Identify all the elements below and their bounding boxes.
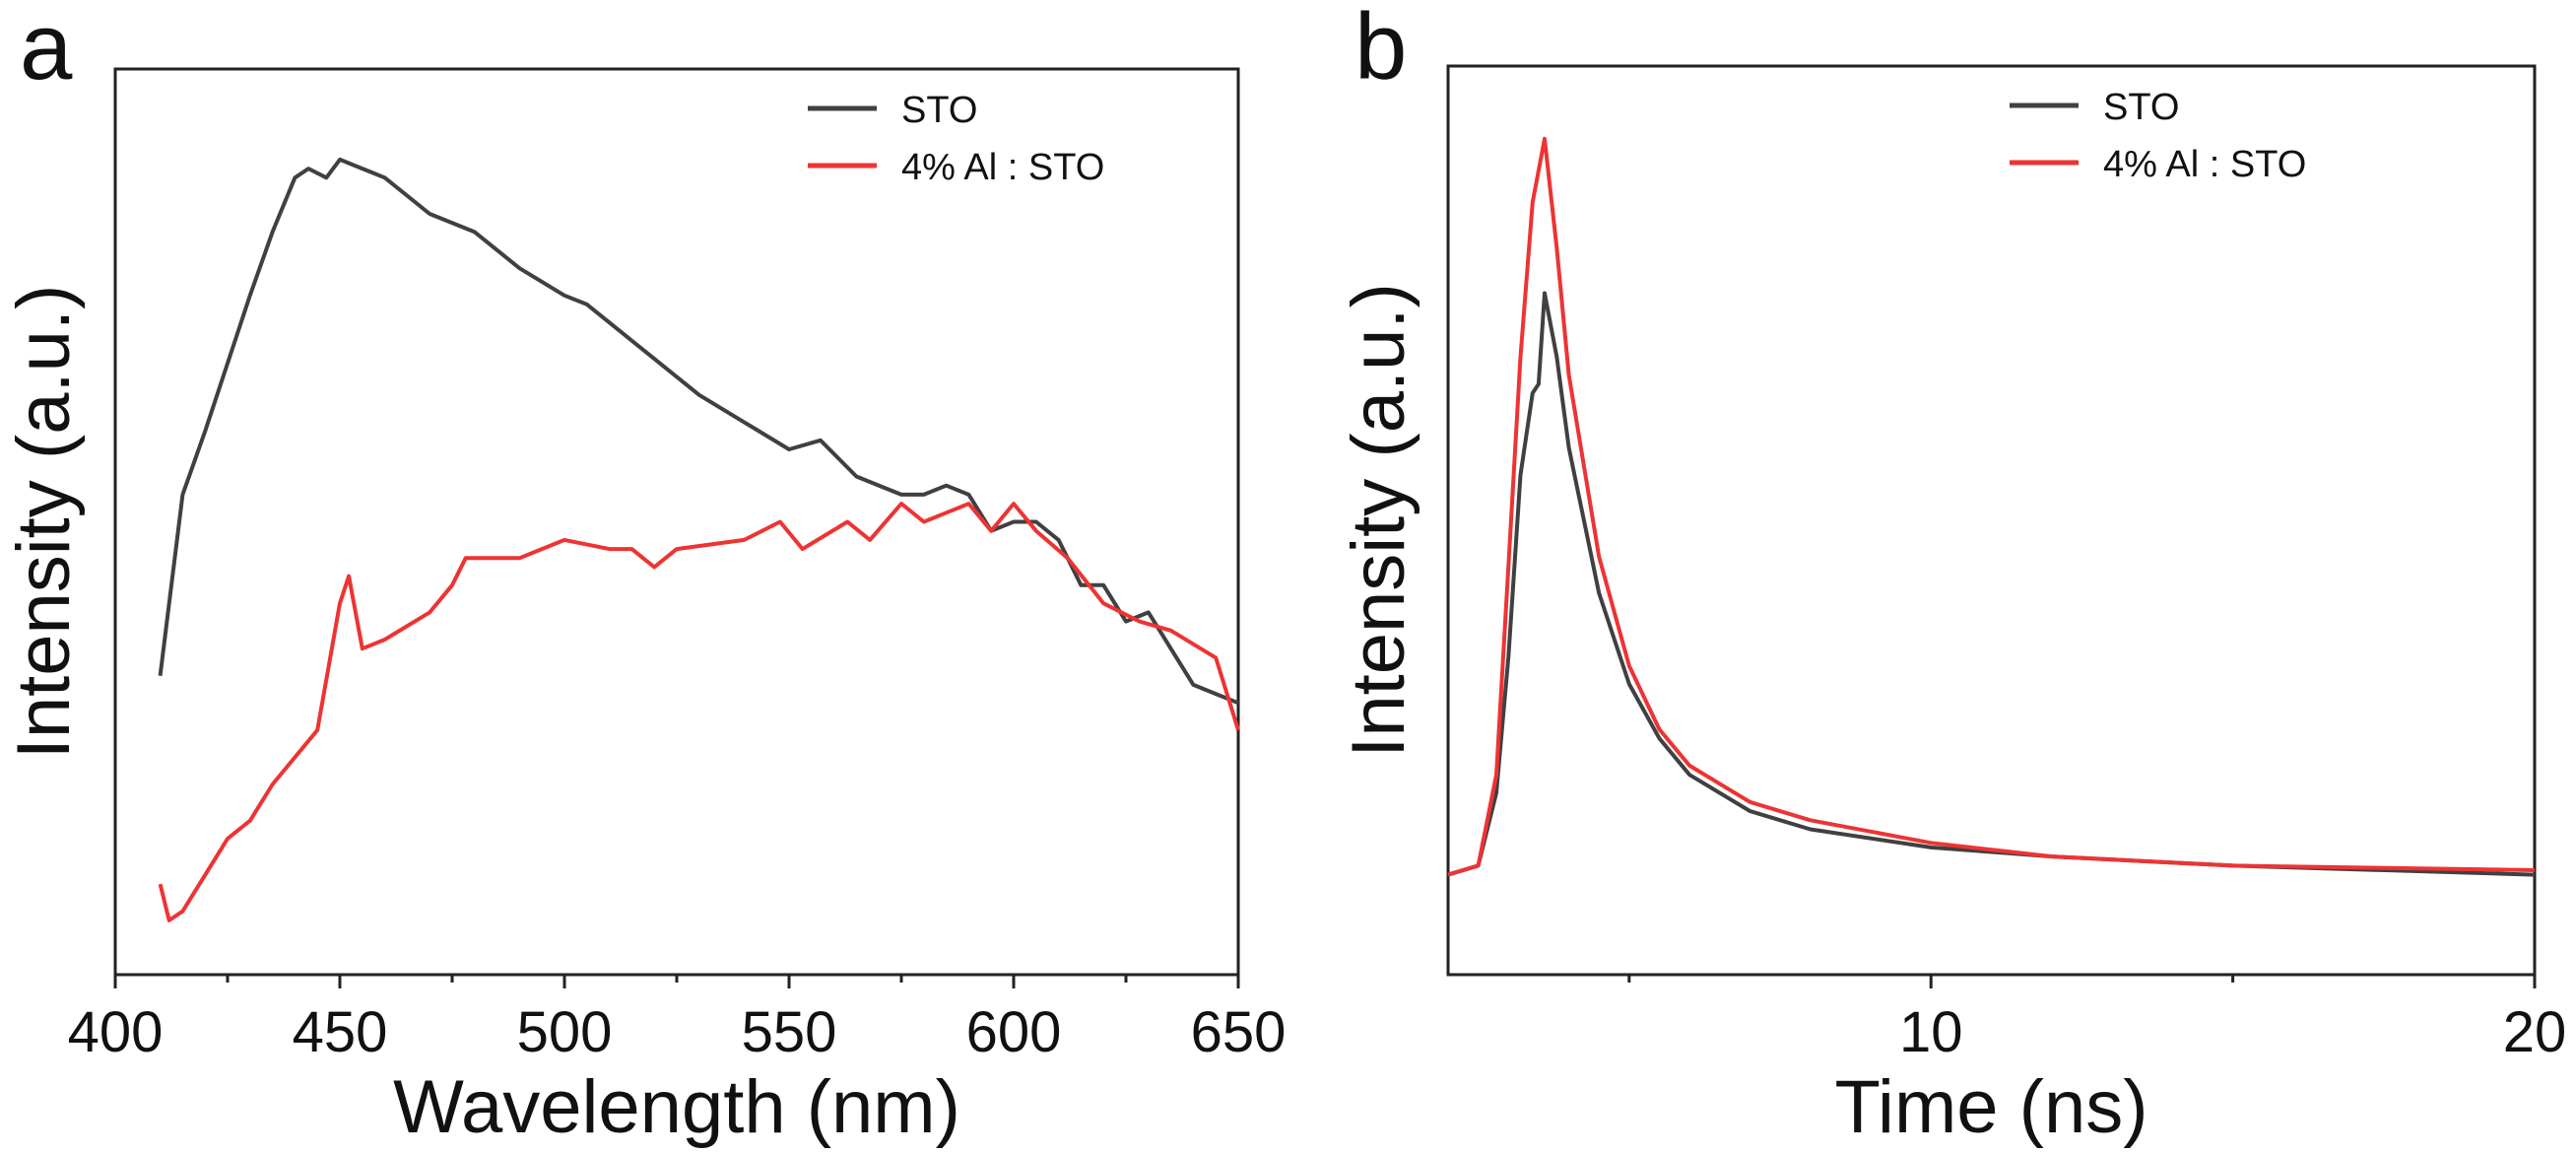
x-tick-label: 500 <box>517 1000 613 1064</box>
series-line-al-sto <box>158 502 1240 922</box>
y-axis-label: Intensity (a.u.) <box>1337 283 1420 758</box>
x-tick-label: 20 <box>2503 1000 2567 1064</box>
series-line-sto <box>158 157 1239 706</box>
panel-label: a <box>20 0 73 100</box>
x-tick-label: 600 <box>966 1000 1062 1064</box>
x-tick-label: 400 <box>68 1000 164 1064</box>
plot-frame <box>1446 64 2537 977</box>
x-tick-label: 550 <box>742 1000 837 1064</box>
chart-panel-a: a 400 450 500 550 600 650 Wavelength (nm) Intens… <box>2 0 1286 1149</box>
x-tick-label: 650 <box>1191 1000 1287 1064</box>
panel-label: b <box>1354 0 1407 100</box>
x-axis-label: Time (ns) <box>1834 1065 2147 1149</box>
series-line-sto <box>1447 291 2536 877</box>
series-line-al-sto <box>1447 136 2536 877</box>
x-tick-label: 10 <box>1899 1000 1963 1064</box>
x-axis-label: Wavelength (nm) <box>393 1065 960 1149</box>
legend-label: 4% Al : STO <box>901 147 1104 188</box>
chart-panel-b: b 10 20 Time (ns) Intensity (a.u.) STO 4% Al :… <box>1337 0 2566 1149</box>
y-axis-label: Intensity (a.u.) <box>2 285 86 760</box>
legend-label: STO <box>901 90 977 131</box>
legend-label: STO <box>2103 87 2179 128</box>
legend-label: 4% Al : STO <box>2103 144 2306 185</box>
x-tick-label: 450 <box>293 1000 388 1064</box>
